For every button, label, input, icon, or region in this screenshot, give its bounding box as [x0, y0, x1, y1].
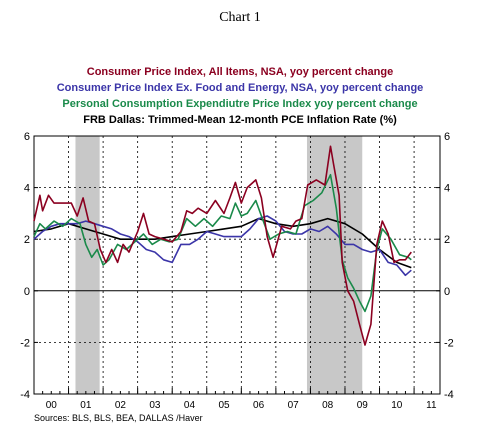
source-note: Sources: BLS, BLS, BEA, DALLAS /Haver	[34, 413, 203, 423]
series-line-3	[33, 217, 412, 269]
chart-title: Chart 1	[219, 10, 261, 25]
plot-frame	[33, 135, 441, 395]
y-tick-label-left: -4	[20, 389, 30, 401]
y-tick-label-right: 4	[444, 183, 450, 195]
recession-shade	[75, 136, 100, 394]
legend-entry-pce: Personal Consumption Expendiutre Price I…	[62, 98, 418, 110]
y-tick-label-right: 2	[444, 234, 450, 246]
x-tick-label: 03	[149, 400, 161, 411]
series-line-2	[33, 173, 412, 313]
legend-entry-trimmed-mean-pce: FRB Dallas: Trimmed-Mean 12-month PCE In…	[83, 114, 397, 126]
y-tick-label-left: -2	[20, 337, 30, 349]
y-tick-label-right: -2	[444, 337, 454, 349]
series-line-1	[33, 215, 412, 277]
recession-shading-group	[75, 136, 363, 394]
x-tick-label: 00	[46, 400, 58, 411]
legend-entry-cpi-core: Consumer Price Index Ex. Food and Energy…	[56, 82, 424, 94]
y-tick-label-left: 2	[24, 234, 30, 246]
x-tick-label: 05	[218, 400, 230, 411]
x-tick-label: 08	[322, 400, 334, 411]
series-lines-group	[33, 145, 412, 346]
x-tick-label: 01	[80, 400, 92, 411]
y-tick-label-left: 0	[24, 286, 30, 298]
x-tick-label: 10	[391, 400, 403, 411]
y-tick-label-left: 4	[24, 183, 30, 195]
series-line-0	[33, 145, 412, 346]
legend-entry-cpi-all-items: Consumer Price Index, All Items, NSA, yo…	[86, 66, 394, 78]
x-tick-label: 09	[357, 400, 369, 411]
y-tick-label-right: 0	[444, 286, 450, 298]
recession-shade	[306, 136, 363, 394]
x-tick-label: 11	[426, 400, 437, 411]
x-tick-label: 04	[184, 400, 196, 411]
y-tick-label-left: 6	[24, 131, 30, 143]
x-tick-label: 06	[253, 400, 265, 411]
y-tick-label-right: 6	[444, 131, 450, 143]
axis-ticks-group: -4 -4-2 -20 02 24 46 600 01 02 03 04 05 06 07 08 09 10 11	[20, 131, 454, 411]
x-tick-label: 02	[115, 400, 127, 411]
y-tick-label-right: -4	[444, 389, 454, 401]
x-tick-label: 07	[288, 400, 300, 411]
